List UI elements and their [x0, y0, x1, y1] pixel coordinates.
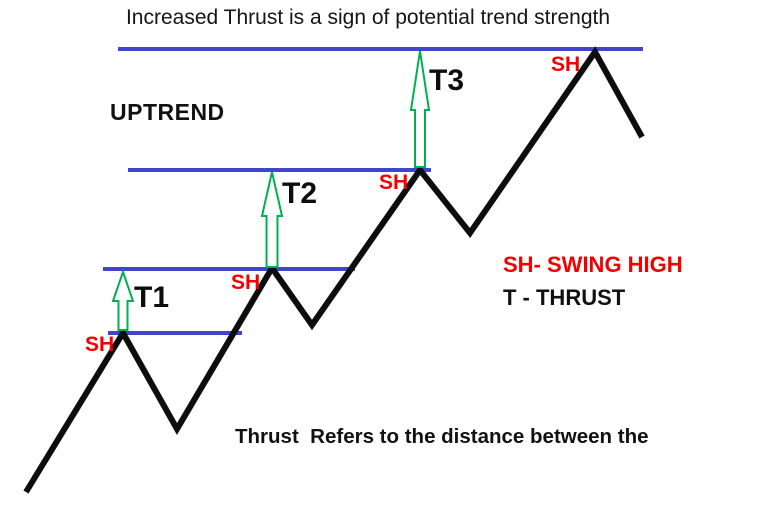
uptrend-label: UPTREND [110, 99, 225, 125]
swing-high-label-4: SH [551, 53, 581, 76]
thrust-label-t3: T3 [429, 64, 465, 97]
legend-thrust: T - THRUST [503, 285, 626, 310]
price-line [23, 46, 645, 494]
note-line-1: Thrust Refers to the distance between th… [235, 425, 649, 448]
thrust-label-t1: T1 [134, 281, 170, 314]
note-line-2: current swing high to previous swing hig… [235, 512, 713, 516]
thrust-definition-note: Thrust Refers to the distance between th… [235, 362, 713, 516]
swing-high-label-2: SH [231, 271, 261, 294]
thrust-arrow-1 [111, 268, 135, 331]
legend-swing-high: SH- SWING HIGH [503, 252, 683, 277]
thrust-arrow-2 [260, 171, 284, 268]
page-title: Increased Thrust is a sign of potential … [125, 6, 611, 29]
swing-high-label-3: SH [379, 171, 409, 194]
thrust-label-t2: T2 [282, 177, 318, 210]
thrust-arrow-3 [409, 50, 431, 168]
swing-high-label-1: SH [85, 333, 115, 356]
